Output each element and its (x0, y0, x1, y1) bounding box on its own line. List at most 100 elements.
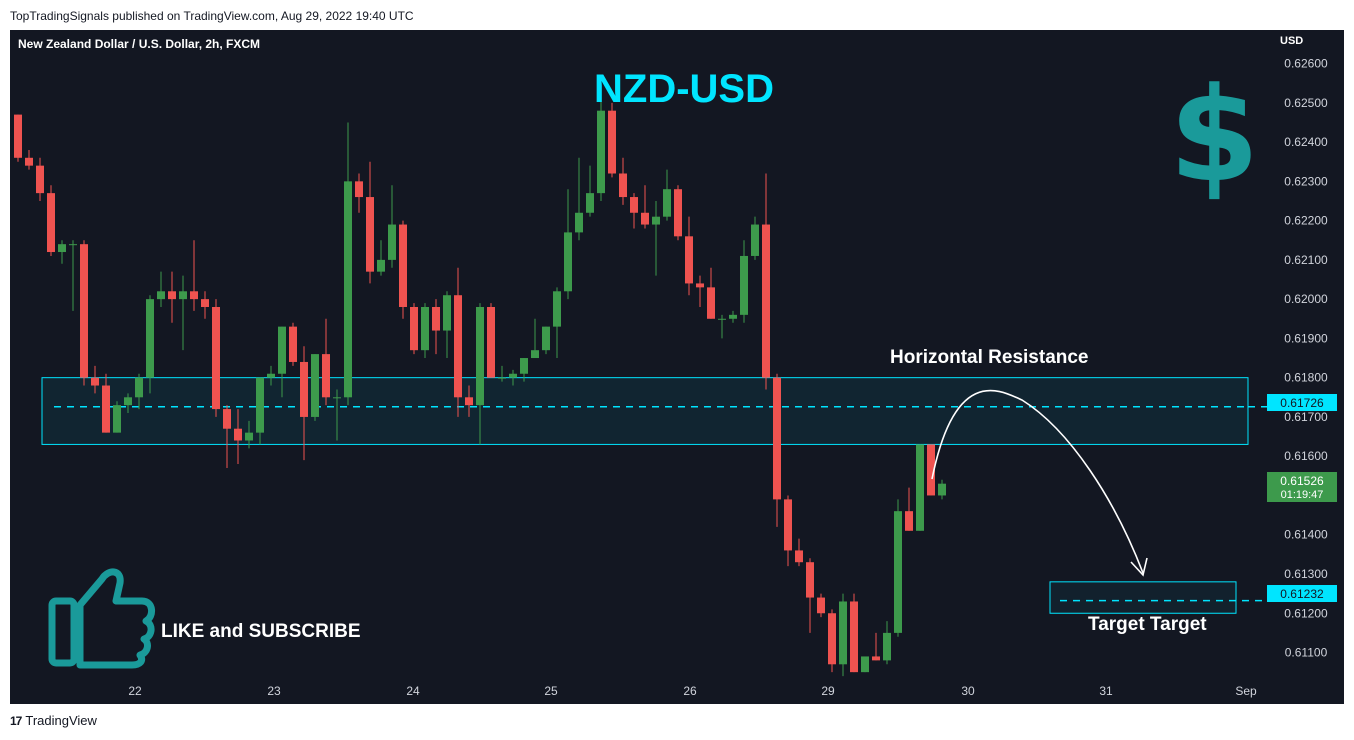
candle-body (542, 326, 550, 351)
candle (894, 499, 902, 637)
candle-body (498, 377, 506, 379)
price-tick-label: 0.61100 (1285, 646, 1328, 660)
candle (927, 444, 935, 496)
candle (674, 185, 682, 241)
price-tick-label: 0.61600 (1284, 449, 1328, 463)
candle (773, 373, 781, 527)
resistance-zone (41, 377, 1249, 445)
candle-body (113, 405, 121, 433)
svg-text:0.61726: 0.61726 (1280, 396, 1324, 410)
candle (916, 444, 924, 531)
candle-body (69, 244, 77, 246)
candle (377, 240, 385, 276)
candle-body (850, 601, 858, 673)
candle-body (729, 314, 737, 319)
candle (267, 365, 275, 386)
candle-body (883, 632, 891, 661)
candle-body (333, 397, 341, 399)
candle-body (839, 601, 847, 665)
currency-label: USD (1280, 35, 1303, 47)
candle (146, 295, 154, 394)
candle (256, 377, 264, 445)
candle-body (201, 299, 209, 307)
candle-body (146, 299, 154, 378)
last-price-tag: 0.61526 01:19:47 (1267, 472, 1337, 502)
candle-body (47, 193, 55, 253)
candle (135, 373, 143, 410)
candles-layer (14, 98, 946, 677)
candlestick-chart[interactable]: 0.62600 0.62500 0.62400 0.62300 0.62200 0.621… (10, 30, 1344, 704)
price-tick-label: 0.62500 (1284, 96, 1328, 110)
price-tick-label: 0.61200 (1284, 606, 1328, 620)
candle (905, 487, 913, 531)
candle (91, 365, 99, 394)
candle (663, 169, 671, 221)
candle (245, 420, 253, 449)
tradingview-logo[interactable]: 17 TradingView (10, 713, 97, 728)
candle (366, 161, 374, 284)
candle-body (619, 173, 627, 198)
price-tick-label: 0.62400 (1284, 135, 1328, 149)
candle (223, 405, 231, 468)
candle-body (685, 236, 693, 284)
candle-body (190, 291, 198, 300)
candle (751, 216, 759, 260)
candle (201, 291, 209, 319)
candle (300, 346, 308, 461)
candle (597, 98, 605, 201)
candle-body (223, 409, 231, 429)
candle (685, 216, 693, 296)
candle-body (443, 295, 451, 331)
candle-body (36, 165, 44, 194)
candle (542, 326, 550, 355)
like-subscribe-text: LIKE and SUBSCRIBE (161, 621, 361, 642)
svg-text:0.61232: 0.61232 (1280, 587, 1324, 601)
price-tick-label: 0.62300 (1284, 174, 1328, 188)
candle (487, 303, 495, 378)
candle (762, 173, 770, 390)
symbol-title: New Zealand Dollar / U.S. Dollar, 2h, FX… (18, 37, 260, 51)
candle (696, 275, 704, 307)
candle-body (784, 499, 792, 551)
candle (476, 303, 484, 445)
svg-text:0.61526: 0.61526 (1280, 474, 1324, 488)
price-axis[interactable]: 0.62600 0.62500 0.62400 0.62300 0.62200 0.621… (1284, 57, 1328, 660)
candle-body (267, 373, 275, 378)
candle (586, 165, 594, 217)
candle-body (762, 224, 770, 378)
time-axis[interactable]: 22 23 24 25 26 29 30 31 Sep (128, 684, 1257, 698)
candle-body (410, 306, 418, 351)
candle-body (740, 255, 748, 315)
candle (740, 240, 748, 323)
chart-area[interactable]: 0.62600 0.62500 0.62400 0.62300 0.62200 0.621… (10, 30, 1344, 704)
pair-title: NZD-USD (594, 67, 774, 111)
candle (509, 369, 517, 386)
candle (410, 303, 418, 355)
candle-body (520, 358, 528, 374)
candle (729, 310, 737, 323)
thumbs-up-icon (48, 568, 155, 669)
price-tick-label: 0.61300 (1284, 567, 1328, 581)
candle-body (124, 397, 132, 406)
candle (47, 185, 55, 256)
candle (861, 656, 869, 673)
candle-body (751, 224, 759, 256)
candle-body (289, 326, 297, 362)
target-label: Target Target (1088, 614, 1207, 635)
price-tick-label: 0.62100 (1284, 253, 1328, 267)
candle-body (465, 397, 473, 406)
candle-body (652, 216, 660, 225)
candle-body (531, 350, 539, 359)
candle (102, 373, 110, 433)
candle (531, 318, 539, 359)
candle-body (399, 224, 407, 307)
candle (36, 157, 44, 201)
candle-body (58, 244, 66, 253)
tradingview-brand: TradingView (25, 713, 97, 728)
candle (212, 299, 220, 417)
candle-body (894, 511, 902, 633)
candle-body (674, 189, 682, 237)
price-tick-label: 0.61900 (1284, 331, 1328, 345)
candle-body (278, 326, 286, 374)
candle (421, 303, 429, 359)
